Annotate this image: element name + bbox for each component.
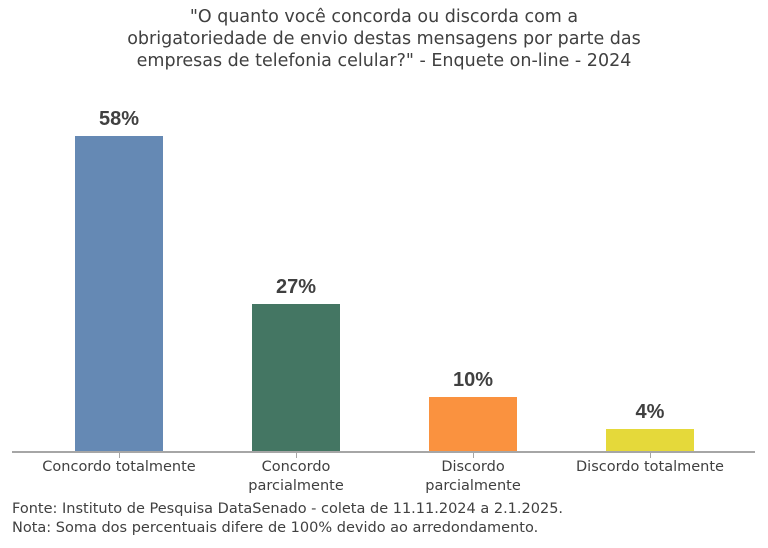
chart-title: "O quanto você concorda ou discorda com … (100, 6, 668, 72)
chart-title-line: "O quanto você concorda ou discorda com … (189, 7, 579, 27)
x-axis-tick (650, 453, 651, 458)
bar (252, 304, 340, 451)
x-axis-category-label: Discordo parcialmente (425, 459, 521, 494)
source-note: Fonte: Instituto de Pesquisa DataSenado … (12, 501, 564, 517)
x-axis-tick (473, 453, 474, 458)
data-label: 4% (635, 401, 665, 423)
x-axis-tick (296, 453, 297, 458)
x-axis-line (12, 451, 755, 453)
x-axis-category-label: Concordo parcialmente (248, 459, 344, 494)
x-axis-category-label: Concordo totalmente (42, 459, 196, 475)
bar (429, 397, 517, 451)
bar (75, 136, 163, 451)
chart-title-line: empresas de telefonia celular?" - Enquet… (136, 51, 632, 71)
data-label: 58% (98, 108, 140, 130)
chart-title-line: obrigatoriedade de envio destas mensagen… (127, 29, 641, 49)
x-axis-tick (119, 453, 120, 458)
data-label: 10% (452, 369, 494, 391)
data-label: 27% (275, 276, 317, 298)
bar (606, 429, 694, 451)
footnote: Nota: Soma dos percentuais difere de 100… (12, 520, 539, 536)
x-axis-category-label: Discordo totalmente (576, 459, 724, 475)
